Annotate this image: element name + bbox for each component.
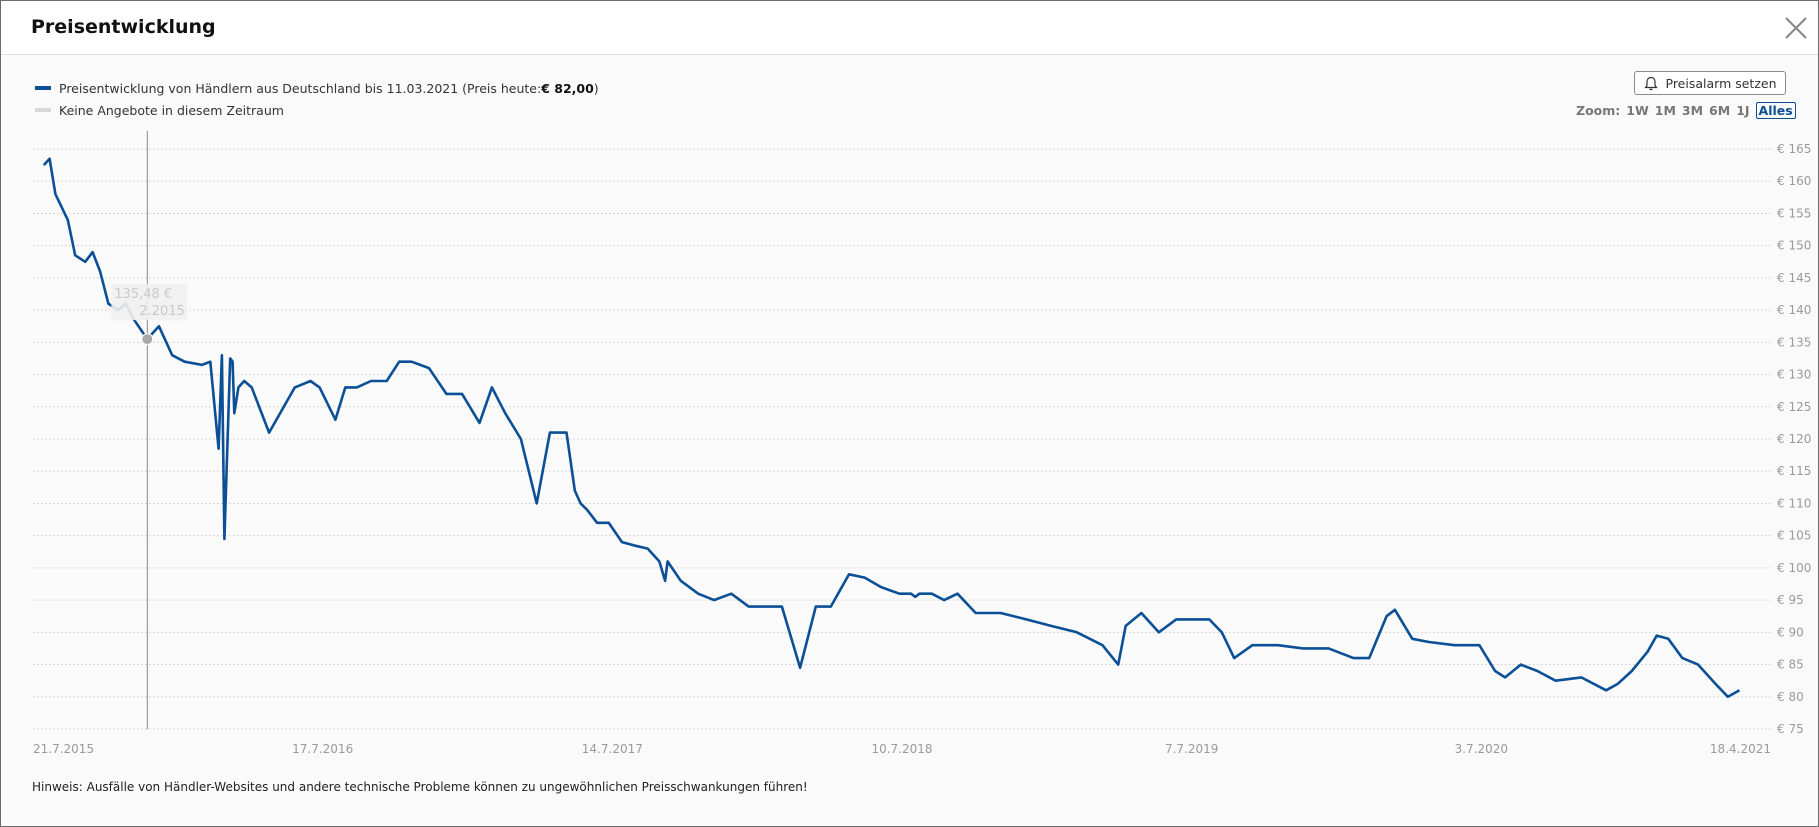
y-tick-label: € 90 [1777,625,1804,639]
zoom-1w-button[interactable]: 1W [1626,103,1649,118]
y-tick-label: € 130 [1777,368,1811,382]
legend-item-no-offers[interactable]: Keine Angebote in diesem Zeitraum [35,99,599,121]
zoom-1j-button[interactable]: 1J [1736,103,1750,118]
chart-legend: Preisentwicklung von Händlern aus Deutsc… [35,77,599,121]
y-tick-label: € 85 [1777,658,1804,672]
y-tick-label: € 135 [1777,335,1811,349]
legend-price-text: Preisentwicklung von Händlern aus Deutsc… [59,80,542,96]
x-tick-label: 18.4.2021 [1710,742,1771,756]
tooltip-date: 2.2015 [139,304,185,319]
y-tick-label: € 160 [1777,174,1811,188]
chart-tooltip: 135,48 € 2.2015 [111,284,188,321]
y-tick-label: € 75 [1777,722,1804,736]
modal-header: Preisentwicklung [1,1,1818,55]
set-price-alarm-label: Preisalarm setzen [1665,75,1777,91]
price-chart[interactable]: € 165 € 160 € 155 € 150 € 145 € 140 € 135 € 130… [1,131,1817,761]
x-tick-label: 21.7.2015 [33,742,94,756]
legend-swatch-gray [35,108,51,112]
y-tick-label: € 165 [1777,142,1811,156]
legend-item-price[interactable]: Preisentwicklung von Händlern aus Deutsc… [35,77,599,99]
x-tick-label: 3.7.2020 [1455,742,1508,756]
y-tick-label: € 120 [1777,432,1811,446]
y-tick-label: € 105 [1777,529,1811,543]
hover-point-marker [141,333,154,346]
price-series-line [42,157,1741,699]
y-tick-label: € 110 [1777,496,1811,510]
set-price-alarm-button[interactable]: Preisalarm setzen [1634,71,1786,95]
x-tick-label: 14.7.2017 [582,742,643,756]
y-tick-label: € 145 [1777,271,1811,285]
x-tick-label: 17.7.2016 [292,742,353,756]
zoom-controls: Zoom: 1W 1M 3M 6M 1J Alles [1576,102,1796,119]
zoom-all-button[interactable]: Alles [1755,102,1796,119]
y-tick-label: € 115 [1777,464,1811,478]
y-tick-label: € 155 [1777,206,1811,220]
zoom-label: Zoom: [1576,103,1621,118]
x-tick-label: 7.7.2019 [1165,742,1218,756]
y-tick-label: € 80 [1777,690,1804,704]
disclaimer-note: Hinweis: Ausfälle von Händler-Websites u… [32,780,808,794]
legend-price-close: ) [593,80,599,96]
zoom-3m-button[interactable]: 3M [1681,103,1704,118]
modal-title: Preisentwicklung [31,16,216,38]
bell-icon [1643,76,1658,90]
y-tick-label: € 150 [1777,239,1811,253]
y-tick-label: € 100 [1777,561,1811,575]
zoom-6m-button[interactable]: 6M [1709,103,1731,118]
zoom-1m-button[interactable]: 1M [1654,103,1676,118]
legend-no-offers-text: Keine Angebote in diesem Zeitraum [59,102,284,118]
y-tick-label: € 95 [1777,593,1804,607]
y-tick-label: € 140 [1777,303,1811,317]
tooltip-price: 135,48 € [114,287,172,302]
x-tick-label: 10.7.2018 [871,742,932,756]
y-tick-label: € 125 [1777,400,1811,414]
legend-price-today: € 82,00 [541,80,594,96]
legend-swatch-blue [35,86,51,90]
close-icon[interactable] [1781,13,1811,43]
